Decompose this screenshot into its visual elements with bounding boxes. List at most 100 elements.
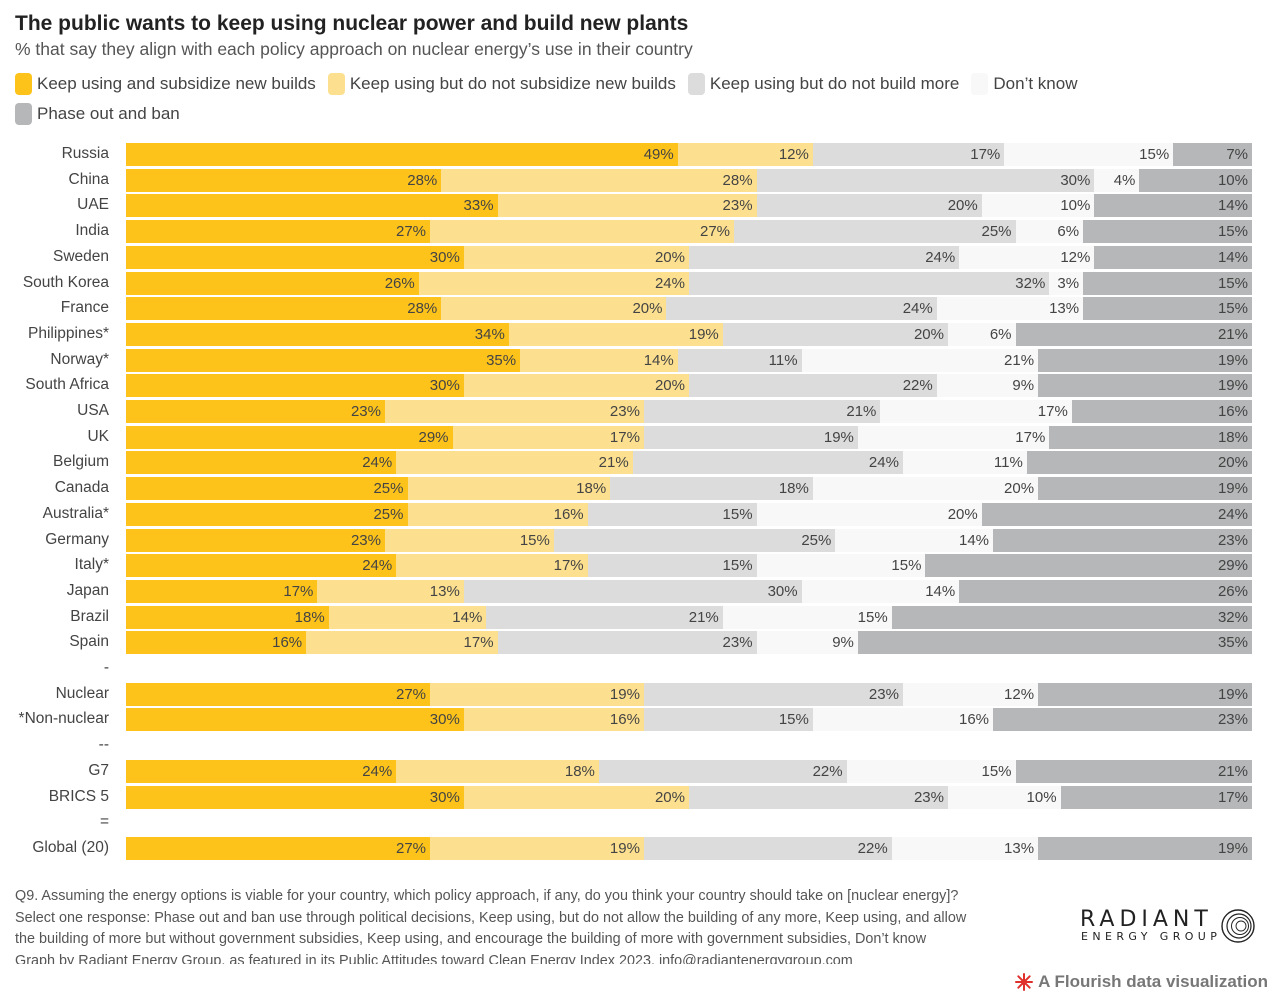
bar-segment[interactable] xyxy=(891,605,1252,629)
bar-segment[interactable] xyxy=(689,374,937,398)
bar-segment[interactable] xyxy=(756,168,1095,192)
bar-segment[interactable] xyxy=(666,297,937,321)
bar-segment[interactable] xyxy=(1139,168,1252,192)
bar-segment[interactable] xyxy=(598,759,847,783)
bar-segment[interactable] xyxy=(126,374,464,398)
bar-segment[interactable] xyxy=(126,502,408,526)
bar-segment[interactable] xyxy=(126,220,431,244)
bar-segment[interactable] xyxy=(936,297,1084,321)
bar-segment[interactable] xyxy=(993,708,1252,732)
bar-segment[interactable] xyxy=(587,554,757,578)
bar-segment[interactable] xyxy=(441,297,667,321)
legend-item[interactable]: Phase out and ban xyxy=(15,102,180,126)
bar-segment[interactable] xyxy=(1049,271,1084,295)
bar-segment[interactable] xyxy=(812,708,994,732)
bar-segment[interactable] xyxy=(801,348,1039,372)
bar-segment[interactable] xyxy=(846,759,1016,783)
bar-segment[interactable] xyxy=(902,682,1039,706)
bar-segment[interactable] xyxy=(441,168,757,192)
bar-segment[interactable] xyxy=(126,451,397,475)
bar-segment[interactable] xyxy=(734,220,1016,244)
bar-segment[interactable] xyxy=(722,605,892,629)
bar-segment[interactable] xyxy=(126,143,678,166)
bar-segment[interactable] xyxy=(959,579,1252,603)
bar-segment[interactable] xyxy=(463,374,689,398)
bar-segment[interactable] xyxy=(925,554,1252,578)
bar-segment[interactable] xyxy=(857,425,1050,449)
bar-segment[interactable] xyxy=(126,297,442,321)
bar-segment[interactable] xyxy=(756,502,982,526)
bar-segment[interactable] xyxy=(463,708,644,732)
bar-segment[interactable] xyxy=(126,759,397,783)
bar-segment[interactable] xyxy=(126,528,385,552)
bar-segment[interactable] xyxy=(677,143,813,166)
bar-segment[interactable] xyxy=(587,502,757,526)
bar-segment[interactable] xyxy=(553,528,836,552)
bar-segment[interactable] xyxy=(947,322,1016,346)
bar-segment[interactable] xyxy=(508,322,723,346)
bar-segment[interactable] xyxy=(126,785,464,809)
legend-item[interactable]: Keep using and subsidize new builds xyxy=(15,72,316,96)
bar-segment[interactable] xyxy=(1004,143,1174,166)
flourish-credit-link[interactable]: A Flourish data visualization xyxy=(1015,972,1268,992)
bar-segment[interactable] xyxy=(643,400,881,423)
bar-segment[interactable] xyxy=(384,400,644,423)
bar-segment[interactable] xyxy=(835,528,993,552)
bar-segment[interactable] xyxy=(801,579,960,603)
bar-segment[interactable] xyxy=(126,682,431,706)
bar-segment[interactable] xyxy=(902,451,1027,475)
bar-segment[interactable] xyxy=(643,708,813,732)
bar-segment[interactable] xyxy=(1038,374,1252,398)
bar-segment[interactable] xyxy=(126,348,521,372)
bar-segment[interactable] xyxy=(407,502,588,526)
bar-segment[interactable] xyxy=(126,194,498,218)
bar-segment[interactable] xyxy=(689,271,1050,295)
bar-segment[interactable] xyxy=(1026,451,1252,475)
bar-segment[interactable] xyxy=(126,605,329,629)
bar-segment[interactable] xyxy=(430,220,735,244)
bar-segment[interactable] xyxy=(328,605,487,629)
bar-segment[interactable] xyxy=(1038,348,1252,372)
bar-segment[interactable] xyxy=(126,836,431,860)
bar-segment[interactable] xyxy=(520,348,678,372)
bar-segment[interactable] xyxy=(418,271,689,295)
bar-segment[interactable] xyxy=(126,554,397,578)
bar-segment[interactable] xyxy=(126,631,307,655)
bar-segment[interactable] xyxy=(610,477,813,501)
bar-segment[interactable] xyxy=(126,245,464,269)
bar-segment[interactable] xyxy=(1015,322,1252,346)
bar-segment[interactable] xyxy=(643,682,903,706)
bar-segment[interactable] xyxy=(756,554,926,578)
bar-segment[interactable] xyxy=(1038,477,1252,501)
bar-segment[interactable] xyxy=(1083,297,1252,321)
bar-segment[interactable] xyxy=(1094,194,1252,218)
bar-segment[interactable] xyxy=(126,322,509,346)
bar-segment[interactable] xyxy=(947,785,1061,809)
bar-segment[interactable] xyxy=(126,168,442,192)
bar-segment[interactable] xyxy=(891,836,1039,860)
bar-segment[interactable] xyxy=(126,400,385,423)
bar-segment[interactable] xyxy=(1049,425,1252,449)
bar-segment[interactable] xyxy=(1083,271,1252,295)
bar-segment[interactable] xyxy=(1015,220,1084,244)
bar-segment[interactable] xyxy=(959,245,1095,269)
bar-segment[interactable] xyxy=(1094,245,1252,269)
bar-segment[interactable] xyxy=(722,322,948,346)
bar-segment[interactable] xyxy=(1038,836,1252,860)
bar-segment[interactable] xyxy=(396,759,599,783)
bar-segment[interactable] xyxy=(126,425,453,449)
bar-segment[interactable] xyxy=(981,502,1252,526)
bar-segment[interactable] xyxy=(306,631,498,655)
bar-segment[interactable] xyxy=(643,425,858,449)
bar-segment[interactable] xyxy=(126,477,408,501)
bar-segment[interactable] xyxy=(1060,785,1252,809)
bar-segment[interactable] xyxy=(396,451,633,475)
bar-segment[interactable] xyxy=(126,579,318,603)
bar-segment[interactable] xyxy=(126,708,464,732)
bar-segment[interactable] xyxy=(936,374,1039,398)
bar-segment[interactable] xyxy=(632,451,903,475)
bar-segment[interactable] xyxy=(497,194,757,218)
bar-segment[interactable] xyxy=(317,579,464,603)
bar-segment[interactable] xyxy=(463,245,689,269)
bar-segment[interactable] xyxy=(643,836,892,860)
